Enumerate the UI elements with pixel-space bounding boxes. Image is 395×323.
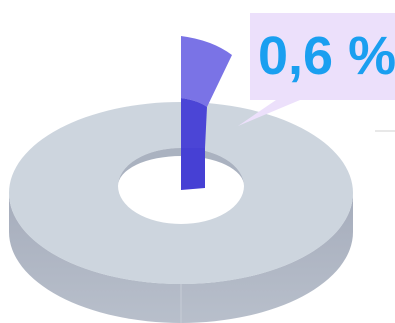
callout-pointer (238, 100, 300, 126)
ring-hole-wall (118, 148, 244, 186)
ring-outer-side (9, 193, 353, 323)
slice-highlighted-side (181, 148, 205, 190)
slice-highlighted-top (181, 36, 232, 107)
slice-highlighted-front (181, 98, 207, 148)
slice-highlighted[interactable] (181, 36, 232, 190)
callout-box (250, 13, 395, 100)
callout-label: 0,6 % (258, 26, 395, 86)
ring-top-face (8, 101, 354, 285)
